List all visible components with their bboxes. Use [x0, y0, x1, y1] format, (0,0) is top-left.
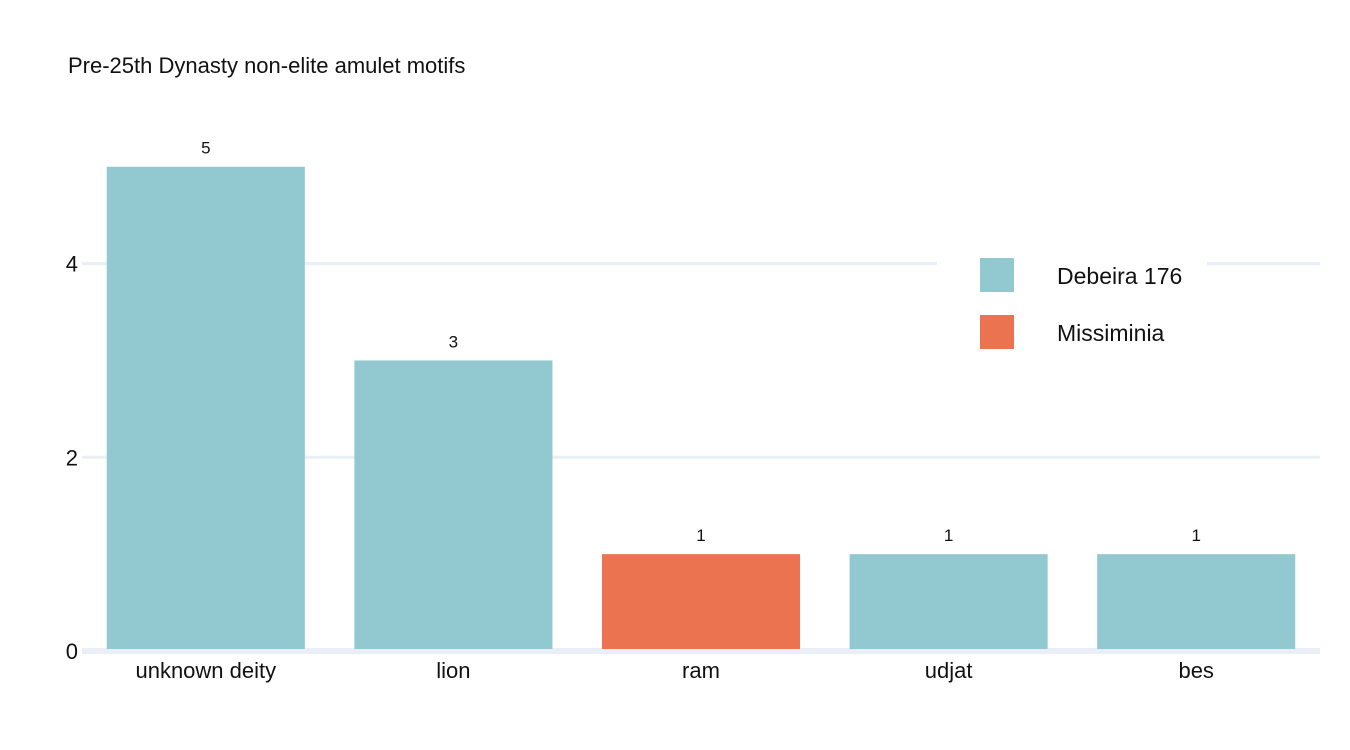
bar-bes[interactable] — [1097, 554, 1296, 649]
bar-ram[interactable] — [601, 554, 801, 649]
bar-unknown-deity[interactable] — [106, 166, 305, 650]
bar-value-label: 5 — [201, 139, 210, 158]
bar-value-label: 3 — [449, 332, 458, 351]
legend-label[interactable]: Debeira 176 — [1057, 263, 1182, 289]
bar-lion[interactable] — [354, 360, 553, 649]
y-tick-label: 0 — [66, 639, 78, 664]
bar-udjat[interactable] — [849, 554, 1048, 649]
bar-value-label: 1 — [1191, 526, 1200, 545]
legend-swatch[interactable] — [980, 315, 1014, 349]
legend-swatch[interactable] — [980, 258, 1014, 292]
chart-title: Pre-25th Dynasty non-elite amulet motifs — [68, 53, 466, 78]
x-tick-label: lion — [436, 658, 470, 683]
legend-label[interactable]: Missiminia — [1057, 320, 1165, 346]
legend[interactable]: Debeira 176 Missiminia — [937, 232, 1207, 372]
x-tick-label: ram — [682, 658, 720, 683]
x-tick-label: unknown deity — [135, 658, 276, 683]
x-tick-label: bes — [1178, 658, 1213, 683]
legend-background — [937, 232, 1207, 372]
bar-value-label: 1 — [696, 526, 705, 545]
bar-value-label: 1 — [944, 526, 953, 545]
y-tick-label: 4 — [66, 252, 78, 277]
labels: 0 2 4 5 unknown deity 3 lion 1 ram 1 udjat 1 bes — [66, 139, 1214, 683]
bars — [106, 166, 1296, 650]
x-tick-label: udjat — [925, 658, 973, 683]
y-tick-label: 2 — [66, 445, 78, 470]
